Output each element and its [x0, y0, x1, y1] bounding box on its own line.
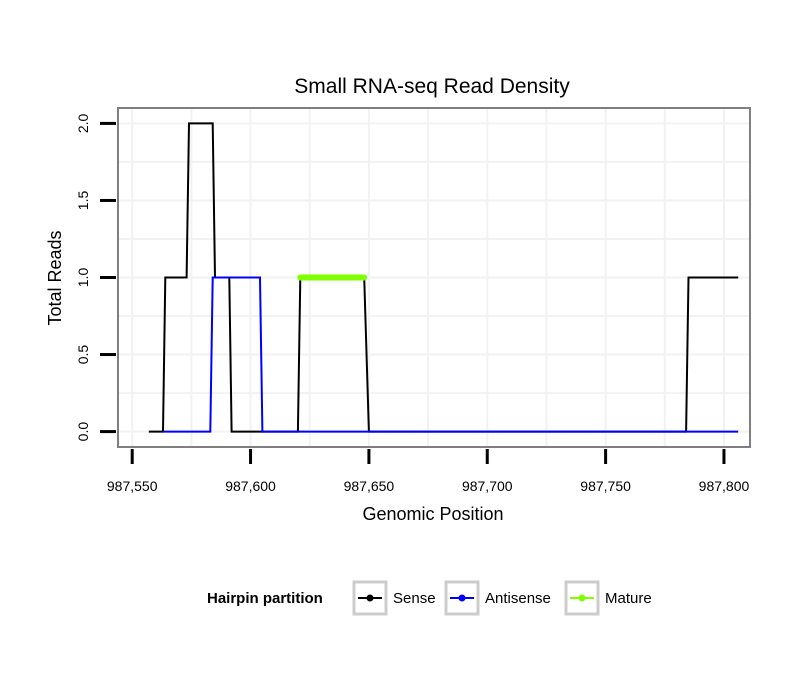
y-tick-label: 0.0 [75, 422, 91, 442]
x-tick-label: 987,700 [462, 478, 513, 494]
legend: Hairpin partition Sense Antisense Mature [207, 580, 652, 616]
x-tick-label: 987,550 [107, 478, 158, 494]
legend-label-mature: Mature [605, 590, 652, 607]
legend-title: Hairpin partition [207, 590, 323, 607]
y-tick-label: 1.5 [75, 191, 91, 211]
x-tick-label: 987,600 [225, 478, 276, 494]
x-tick-label: 987,750 [580, 478, 631, 494]
y-axis: 0.0 0.5 1.0 1.5 2.0 [75, 113, 116, 441]
legend-label-antisense: Antisense [485, 590, 551, 607]
y-tick-label: 2.0 [75, 113, 91, 133]
x-axis: 987,550 987,600 987,650 987,700 987,750 987,8… [107, 449, 750, 494]
series-line-antisense [163, 276, 739, 433]
x-tick-label: 987,800 [699, 478, 750, 494]
chart-title: Small RNA-seq Read Density [294, 75, 570, 98]
y-tick-label: 0.5 [75, 345, 91, 365]
y-tick-label: 1.0 [75, 268, 91, 288]
y-axis-label: Total Reads [45, 230, 65, 325]
legend-label-sense: Sense [393, 590, 436, 607]
x-tick-label: 987,650 [344, 478, 395, 494]
x-axis-label: Genomic Position [362, 504, 503, 524]
legend-point-antisense [458, 594, 466, 602]
series-layer [148, 122, 739, 433]
plot-border [117, 107, 751, 448]
legend-point-mature [578, 594, 586, 602]
legend-point-sense [366, 594, 374, 602]
